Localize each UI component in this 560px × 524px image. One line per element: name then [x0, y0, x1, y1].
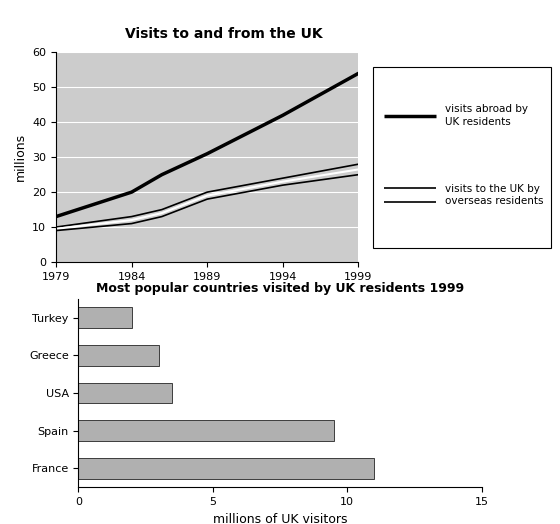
Text: Visits to and from the UK: Visits to and from the UK [125, 27, 323, 41]
Bar [78, 307, 132, 328]
X-axis label: millions of UK visitors: millions of UK visitors [213, 512, 347, 524]
Y-axis label: millions: millions [13, 133, 26, 181]
Bar [78, 458, 374, 479]
Bar [78, 345, 159, 366]
Text: visits to the UK by
overseas residents: visits to the UK by overseas residents [445, 184, 544, 206]
Text: visits abroad by
UK residents: visits abroad by UK residents [445, 104, 529, 127]
Bar [78, 420, 334, 441]
Bar [78, 383, 172, 403]
Title: Most popular countries visited by UK residents 1999: Most popular countries visited by UK res… [96, 282, 464, 294]
